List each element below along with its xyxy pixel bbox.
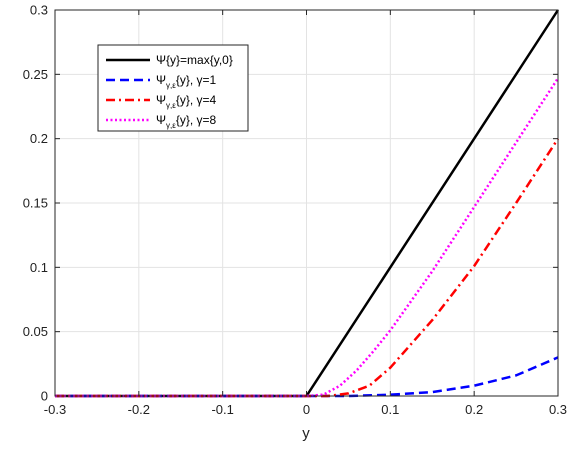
legend-label-1: Ψ{y}=max{y,0} [156,53,233,67]
y-tick-label: 0.05 [23,324,48,339]
series-line-4 [55,77,560,398]
legend-label-4: Ψγ,ε{y}, γ=8 [156,113,217,130]
y-tick-label: 0.2 [30,131,48,146]
legend-label-2: Ψγ,ε{y}, γ=1 [156,73,217,90]
y-tick-label: 0.3 [30,3,48,18]
x-axis-label: y [302,425,310,442]
axis-ticks: -0.3 -0.2 -0.1 0 0.1 0.2 0.3 0 0.05 0.1 0.15 0.2 0.2… [23,3,567,418]
y-tick-label: 0 [41,389,48,404]
x-tick-label: -0.1 [211,402,233,417]
x-tick-label: 0.1 [381,402,399,417]
x-tick-label: 0 [303,402,310,417]
y-tick-label: 0.25 [23,67,48,82]
x-tick-label: -0.2 [128,402,150,417]
x-tick-label: -0.3 [44,402,66,417]
x-tick-label: 0.2 [465,402,483,417]
legend-label-3: Ψγ,ε{y}, γ=4 [156,93,217,110]
x-tick-label: 0.3 [549,402,567,417]
y-tick-label: 0.15 [23,196,48,211]
y-tick-label: 0.1 [30,260,48,275]
legend: Ψ{y}=max{y,0} Ψγ,ε{y}, γ=1 Ψγ,ε{y}, γ=4 Ψγ,… [97,44,249,132]
